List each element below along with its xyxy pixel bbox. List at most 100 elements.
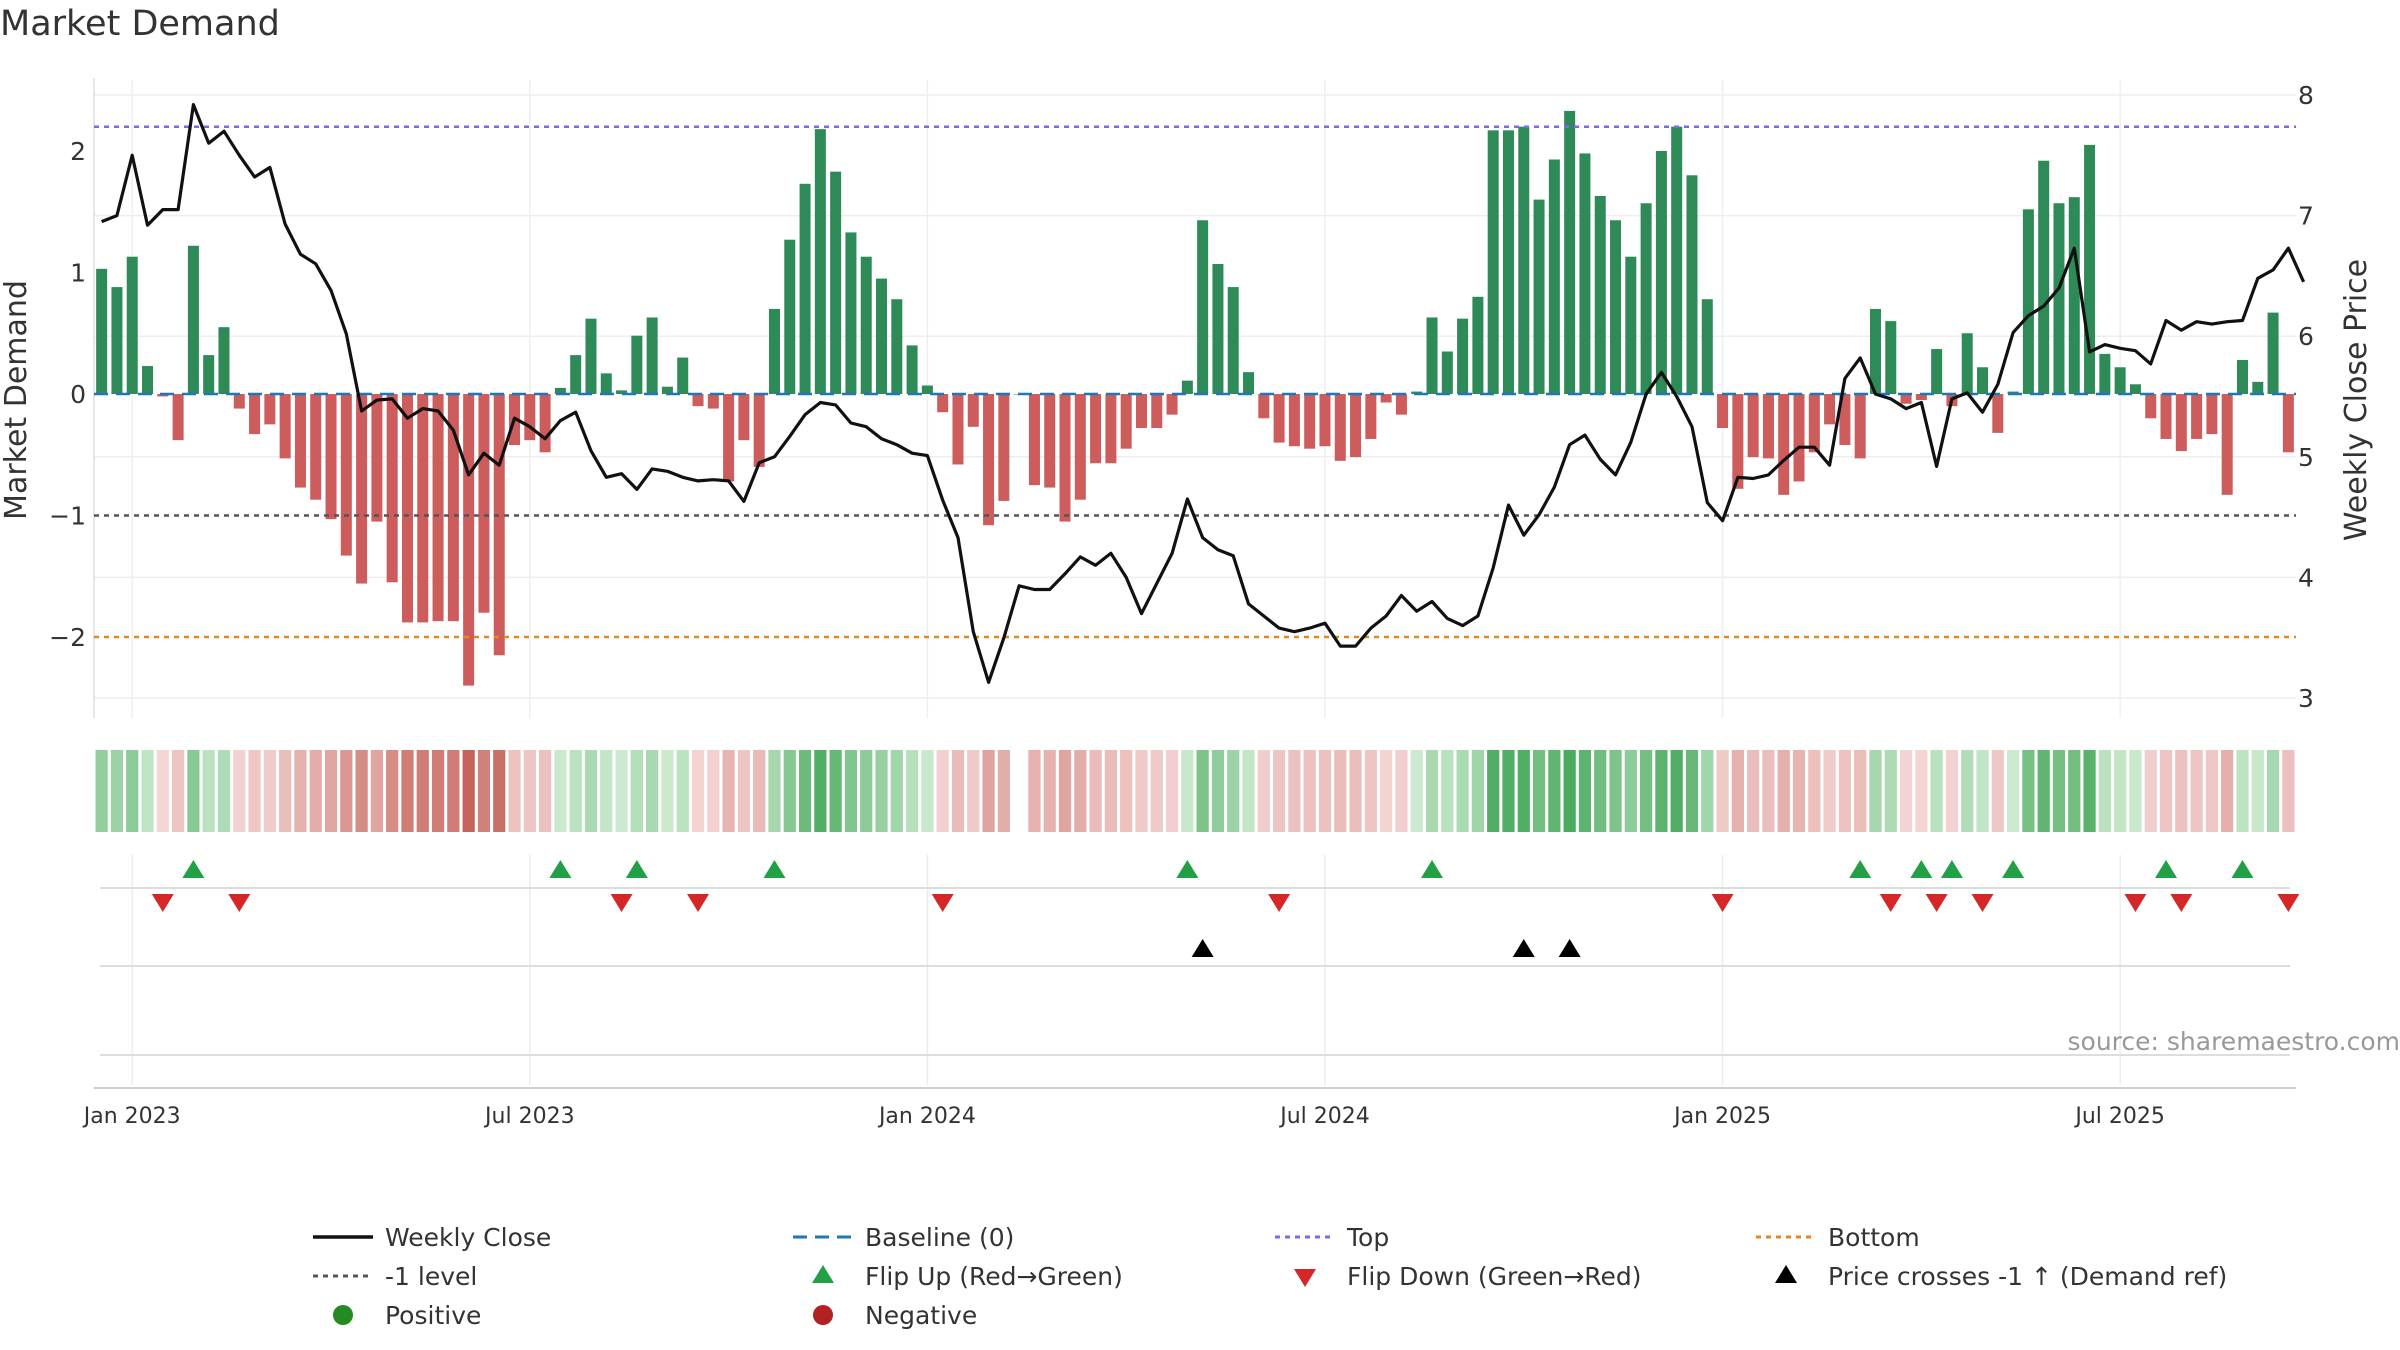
demand-bar <box>1671 126 1683 394</box>
demand-bar <box>2084 144 2096 394</box>
demand-bar <box>570 355 582 394</box>
demand-bar <box>1686 175 1698 394</box>
flip-down-marker <box>1711 894 1734 912</box>
demand-bar <box>279 394 291 459</box>
demand-bar <box>294 394 306 488</box>
heat-cell <box>1884 750 1897 832</box>
demand-bar <box>111 287 123 394</box>
heat-cell <box>1135 750 1148 832</box>
heat-cell <box>584 750 598 832</box>
heat-cell <box>798 750 812 832</box>
flip-down-marker <box>2124 894 2147 912</box>
demand-bar <box>1319 394 1331 447</box>
heat-cell <box>2236 750 2249 832</box>
demand-bar <box>1472 296 1484 394</box>
legend-price-cross-swatch <box>1775 1265 1797 1283</box>
demand-bar <box>1701 299 1713 394</box>
heat-cell <box>2052 750 2066 832</box>
heat-cell <box>1594 750 1607 832</box>
price-cross-marker <box>1191 939 1214 957</box>
demand-bar <box>967 394 979 427</box>
left-tick-label: −2 <box>49 623 86 652</box>
heat-cell <box>814 750 827 832</box>
demand-bar <box>738 394 750 441</box>
legend-label: Baseline (0) <box>865 1223 1014 1252</box>
demand-bar <box>1258 394 1270 419</box>
heat-cell <box>2266 750 2280 832</box>
legend-label: Negative <box>865 1301 977 1330</box>
heat-cell <box>462 750 475 832</box>
heat-cell <box>431 750 445 832</box>
flip-down-marker <box>1879 894 1902 912</box>
heat-cell <box>905 750 919 832</box>
heat-cell <box>141 750 154 832</box>
heat-cell <box>126 750 139 832</box>
demand-bar <box>1594 195 1606 394</box>
heat-cell <box>2205 750 2219 832</box>
demand-bar <box>233 394 245 409</box>
demand-bar <box>1028 394 1040 486</box>
flip-down-marker <box>2170 894 2193 912</box>
heat-cell <box>615 750 628 832</box>
heat-cell <box>1670 750 1683 832</box>
demand-bar <box>952 394 964 465</box>
demand-bar <box>921 385 933 394</box>
heat-cell <box>860 750 873 832</box>
legend-label: -1 level <box>385 1262 477 1291</box>
heat-cell <box>1930 750 1943 832</box>
heat-cell <box>401 750 414 832</box>
demand-bar <box>1059 394 1071 522</box>
right-tick-label: 3 <box>2298 684 2314 713</box>
heat-cell <box>646 750 659 832</box>
demand-bar <box>1869 308 1881 394</box>
demand-bar <box>799 183 811 394</box>
demand-bar <box>2160 394 2172 439</box>
demand-bar <box>218 327 230 394</box>
heat-cell <box>600 750 613 832</box>
heat-cell <box>386 750 399 832</box>
legend-label: Top <box>1346 1223 1389 1252</box>
demand-bar <box>2282 394 2294 453</box>
flip-down-marker <box>687 894 710 912</box>
demand-bar <box>707 394 719 409</box>
demand-bar <box>2038 160 2050 394</box>
heat-cell <box>110 750 124 832</box>
demand-bar <box>723 394 735 482</box>
heat-cell <box>309 750 322 832</box>
demand-bar <box>539 394 551 453</box>
demand-bar <box>1961 333 1973 394</box>
heat-cell <box>1074 750 1087 832</box>
heat-cell <box>355 750 368 832</box>
flip-up-marker <box>1940 860 1963 878</box>
heat-cell <box>2129 750 2142 832</box>
flip-down-marker <box>1971 894 1994 912</box>
heat-cell <box>1731 750 1744 832</box>
demand-bar <box>1747 394 1759 458</box>
left-tick-label: 1 <box>70 259 86 288</box>
demand-bar <box>1533 199 1545 394</box>
x-tick-label: Jan 2025 <box>1672 1104 1771 1129</box>
heat-cell <box>1272 750 1286 832</box>
demand-bar <box>998 394 1010 501</box>
heat-cell <box>2037 750 2050 832</box>
heat-cell <box>1517 750 1530 832</box>
demand-bar <box>187 245 199 394</box>
heat-cell <box>1655 750 1668 832</box>
demand-bar <box>1655 151 1667 394</box>
heat-cell <box>829 750 842 832</box>
demand-bar <box>447 394 459 622</box>
heat-cell <box>1013 750 1026 832</box>
right-tick-label: 6 <box>2298 322 2314 351</box>
heat-cell <box>1792 750 1806 832</box>
heat-cell <box>676 750 689 832</box>
heat-cell <box>936 750 949 832</box>
demand-bar <box>1931 349 1943 394</box>
heat-cell <box>95 750 108 832</box>
demand-bar <box>1151 394 1163 429</box>
demand-bar <box>1992 394 2004 433</box>
heat-cell <box>1563 750 1576 832</box>
demand-bar <box>172 394 184 441</box>
demand-bar <box>478 394 490 613</box>
demand-bar <box>1625 256 1637 394</box>
